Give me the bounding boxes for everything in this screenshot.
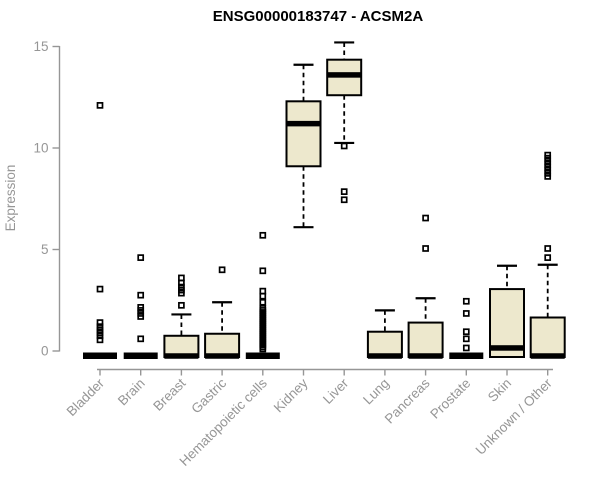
outlier-point [137,313,145,320]
outlier-point [422,214,429,222]
x-tick-label: Lung [360,376,392,408]
boxplot-bladder [83,102,117,359]
chart-title: ENSG00000183747 - ACSM2A [213,8,424,25]
collapsed-box [245,352,280,359]
outlier-point [178,289,185,297]
outlier-point [259,231,267,239]
boxplot-unknown-other [529,151,566,359]
median-line [408,353,443,359]
x-tick-label: Unknown / Other [473,375,556,458]
y-tick-label: 5 [41,242,49,257]
median-line [530,353,565,359]
median-line [327,72,362,78]
x-tick-label: Liver [320,375,352,407]
collapsed-box [83,352,117,359]
y-tick-label: 10 [33,141,48,156]
outlier-point [462,310,470,317]
outlier-point [544,173,552,180]
plot-area: 0 5 10 15 Bladder Brain Breast GastricHematopoi… [33,39,566,469]
outlier-point [544,245,552,252]
iqr-box [366,330,403,358]
y-tick-label: 0 [41,344,49,359]
median-line [367,353,402,359]
median-line [205,353,240,359]
x-tick-label: Breast [150,375,188,413]
x-tick-label: Brain [115,376,148,409]
outlier-point [218,266,226,274]
x-tick-label: Prostate [427,376,473,422]
iqr-box [407,321,444,358]
outlier-point [340,188,348,195]
iqr-box [529,316,566,359]
outlier-point [137,291,145,299]
outlier-point [96,102,104,109]
outlier-point [544,254,552,261]
y-tick-label: 15 [33,39,48,54]
outlier-point [259,298,267,306]
boxplot-breast [163,274,200,359]
boxplot-pancreas [407,214,444,359]
outlier-point [96,336,104,344]
median-line [164,353,199,359]
y-axis-label: Expression [3,165,18,232]
boxplot-skin [489,264,525,358]
collapsed-box [123,352,158,359]
iqr-box [285,100,322,168]
boxplot-gastric [204,266,241,359]
outlier-point [137,254,145,261]
x-tick-label: Kidney [271,375,311,415]
outlier-point [178,279,185,287]
outlier-point [259,267,267,275]
boxplot-hematopoietic-cells [245,231,280,359]
outlier-point [462,344,470,352]
outlier-point [340,196,348,204]
y-axis: 0 5 10 15 [33,39,61,359]
x-tick-label: Pancreas [382,375,433,426]
outlier-point [96,285,104,293]
boxplot-liver [326,41,363,204]
outlier-point [96,332,104,340]
outlier-point [259,345,267,353]
collapsed-box [449,352,484,359]
outlier-point [137,335,145,343]
outlier-point [96,319,104,326]
boxplot-prostate [449,297,484,359]
x-tick-label: Skin [485,376,514,405]
outlier-point [462,335,470,343]
median-line [490,345,524,351]
outlier-point [259,292,267,300]
outlier-point [422,245,429,252]
boxplot-kidney [285,63,322,229]
boxplot-brain [123,254,158,359]
outlier-point [178,301,185,309]
x-tick-label: Bladder [64,375,108,419]
outlier-point [340,142,348,150]
outlier-point [462,328,470,336]
boxplot-lung [366,309,403,359]
outlier-point [462,297,470,305]
median-line [286,120,321,127]
